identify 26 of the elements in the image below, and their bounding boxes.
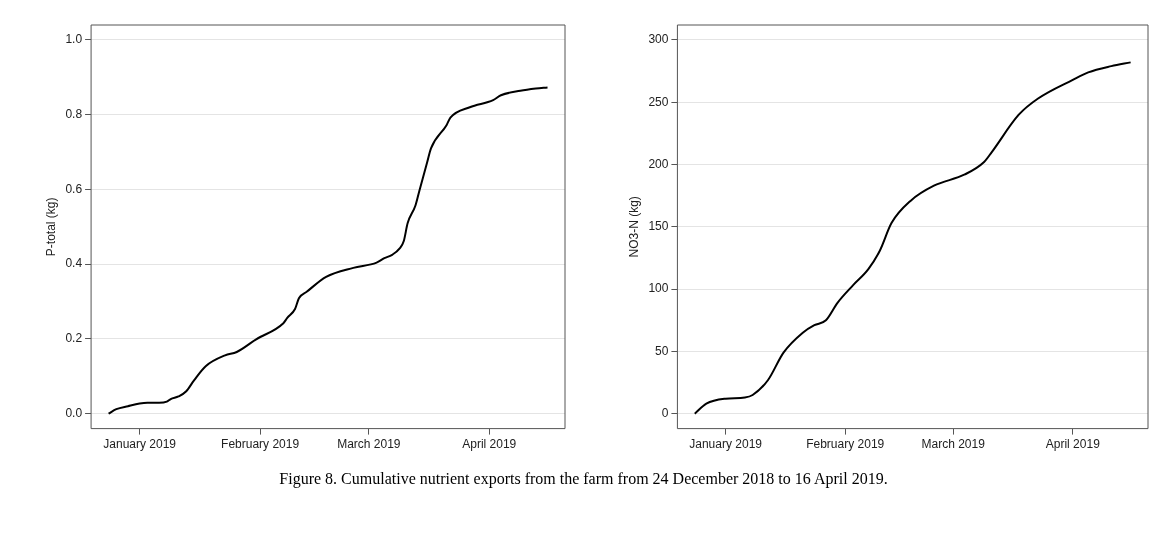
x-tick-label: April 2019 xyxy=(1045,437,1101,452)
y-tick-label: 0 xyxy=(661,405,669,420)
x-tick-label: March 2019 xyxy=(921,437,986,452)
x-tick-label: February 2019 xyxy=(221,437,300,452)
y-tick-label: 0.6 xyxy=(65,181,83,196)
x-tick-label: April 2019 xyxy=(462,437,517,452)
line-series xyxy=(693,61,1132,415)
y-axis-title: P-total (kg) xyxy=(43,197,58,257)
y-tick-label: 1.0 xyxy=(65,32,83,47)
y-tick-label: 0.2 xyxy=(65,331,83,346)
x-tick-label: January 2019 xyxy=(103,437,177,452)
y-tick-label: 100 xyxy=(648,281,669,296)
y-tick-label: 0.0 xyxy=(65,405,83,420)
y-axis-title: NO3-N (kg) xyxy=(626,196,641,258)
y-tick-label: 300 xyxy=(648,32,669,47)
y-tick-label: 200 xyxy=(648,156,669,171)
y-tick-label: 0.4 xyxy=(65,256,83,271)
caption: Figure 8. Cumulative nutrient exports from the farm from 24 December 2018 to 16 April 2019. xyxy=(278,470,889,488)
line-series xyxy=(107,86,549,415)
y-tick-label: 0.8 xyxy=(65,107,83,121)
x-tick-label: March 2019 xyxy=(337,437,401,452)
x-tick-label: January 2019 xyxy=(689,437,763,452)
y-tick-label: 50 xyxy=(655,343,669,358)
x-tick-label: February 2019 xyxy=(806,437,885,452)
y-tick-label: 250 xyxy=(648,94,669,109)
y-tick-label: 150 xyxy=(648,219,669,234)
